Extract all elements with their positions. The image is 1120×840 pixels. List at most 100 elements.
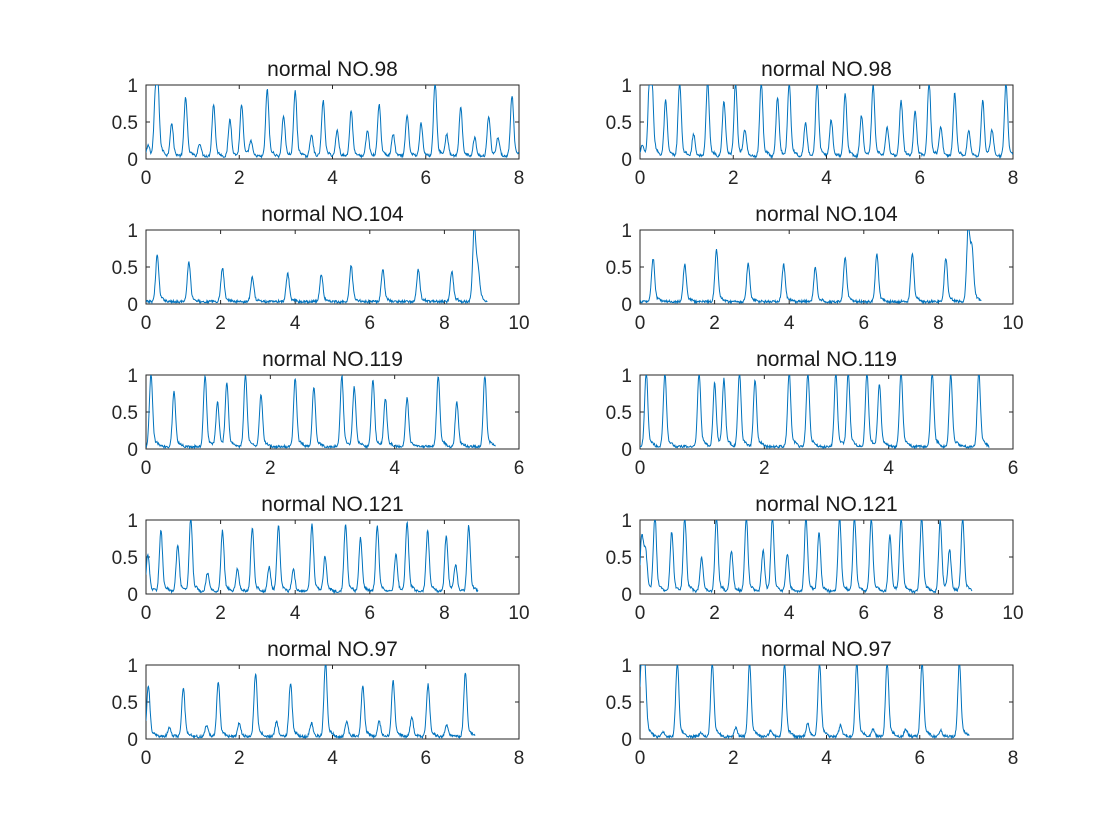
axes-box xyxy=(145,664,520,740)
x-tick-label: 4 xyxy=(821,748,832,769)
y-tick-label: 0.5 xyxy=(112,258,138,279)
axes-box xyxy=(639,229,1014,305)
x-tick-label: 6 xyxy=(1008,458,1019,479)
y-tick-label: 0 xyxy=(127,585,138,606)
y-tick-label: 0.5 xyxy=(112,113,138,134)
x-tick-label: 4 xyxy=(327,168,338,189)
x-tick-label: 6 xyxy=(420,748,431,769)
x-tick-label: 0 xyxy=(635,168,646,189)
x-tick-label: 10 xyxy=(1002,603,1023,624)
y-tick-label: 0 xyxy=(621,730,632,751)
x-tick-label: 10 xyxy=(508,313,529,334)
x-tick-label: 8 xyxy=(1008,748,1019,769)
y-tick-label: 0.5 xyxy=(112,548,138,569)
y-tick-label: 1 xyxy=(621,221,632,242)
y-tick-label: 0 xyxy=(621,585,632,606)
y-tick-label: 0.5 xyxy=(606,548,632,569)
x-tick-label: 2 xyxy=(709,603,720,624)
x-tick-label: 8 xyxy=(439,603,450,624)
x-tick-label: 6 xyxy=(514,458,525,479)
subplot-title: normal NO.121 xyxy=(755,493,897,516)
x-tick-label: 0 xyxy=(141,313,152,334)
axes-box xyxy=(145,84,520,160)
subplot-title: normal NO.104 xyxy=(261,203,404,226)
y-tick-label: 0 xyxy=(127,295,138,316)
x-tick-label: 0 xyxy=(141,748,152,769)
y-tick-label: 0 xyxy=(127,730,138,751)
x-tick-label: 0 xyxy=(141,603,152,624)
x-tick-label: 4 xyxy=(327,748,338,769)
subplot-2: normal NO.98 0 2 4 6 8 0 0.5 1 xyxy=(606,58,1019,189)
x-tick-label: 2 xyxy=(234,168,245,189)
x-tick-label: 6 xyxy=(365,313,376,334)
x-tick-label: 6 xyxy=(859,603,870,624)
signal-line xyxy=(146,375,496,449)
x-tick-label: 2 xyxy=(215,313,226,334)
axes-box xyxy=(145,229,520,305)
x-tick-label: 2 xyxy=(728,168,739,189)
y-tick-label: 1 xyxy=(621,511,632,532)
subplot-7: normal NO.121 0 2 4 6 8 10 0 0.5 1 xyxy=(112,493,530,624)
x-tick-label: 4 xyxy=(883,458,894,479)
axes-box xyxy=(639,84,1014,160)
x-tick-label: 0 xyxy=(141,458,152,479)
x-tick-label: 6 xyxy=(365,603,376,624)
axes-box xyxy=(145,519,520,595)
x-tick-label: 2 xyxy=(759,458,770,479)
subplot-5: normal NO.119 0 2 4 6 0 0.5 1 xyxy=(112,348,525,479)
x-tick-label: 8 xyxy=(514,168,525,189)
subplot-title: normal NO.98 xyxy=(761,58,892,81)
y-tick-label: 0.5 xyxy=(112,693,138,714)
signal-line xyxy=(146,230,488,304)
subplot-4: normal NO.104 0 2 4 6 8 10 0 0.5 1 xyxy=(606,203,1024,334)
x-tick-label: 2 xyxy=(709,313,720,334)
y-tick-label: 0 xyxy=(621,150,632,171)
subplot-title: normal NO.121 xyxy=(261,493,403,516)
y-tick-label: 0.5 xyxy=(606,403,632,424)
y-tick-label: 0.5 xyxy=(606,693,632,714)
y-tick-label: 0 xyxy=(127,440,138,461)
signal-line xyxy=(640,85,1013,159)
y-tick-label: 1 xyxy=(621,656,632,677)
y-tick-label: 0 xyxy=(127,150,138,171)
subplot-6: normal NO.119 0 2 4 6 0 0.5 1 xyxy=(606,348,1019,479)
x-tick-label: 8 xyxy=(933,313,944,334)
x-tick-label: 2 xyxy=(215,603,226,624)
signal-line xyxy=(146,520,479,594)
signal-line xyxy=(146,85,519,159)
x-tick-label: 4 xyxy=(821,168,832,189)
x-tick-label: 2 xyxy=(728,748,739,769)
x-tick-label: 10 xyxy=(1002,313,1023,334)
subplot-8: normal NO.121 0 2 4 6 8 10 0 0.5 1 xyxy=(606,493,1024,624)
y-tick-label: 1 xyxy=(621,76,632,97)
y-tick-label: 1 xyxy=(127,511,138,532)
x-tick-label: 4 xyxy=(290,313,301,334)
x-tick-label: 0 xyxy=(635,458,646,479)
y-tick-label: 0.5 xyxy=(606,113,632,134)
x-tick-label: 8 xyxy=(514,748,525,769)
axes-box xyxy=(639,519,1014,595)
axes-box xyxy=(639,664,1014,740)
signal-line xyxy=(640,375,990,449)
x-tick-label: 4 xyxy=(784,603,795,624)
x-tick-label: 4 xyxy=(290,603,301,624)
x-tick-label: 0 xyxy=(635,748,646,769)
subplot-10: normal NO.97 0 2 4 6 8 0 0.5 1 xyxy=(606,638,1019,769)
y-tick-label: 0 xyxy=(621,440,632,461)
signal-line xyxy=(640,230,982,304)
y-tick-label: 1 xyxy=(127,366,138,387)
x-tick-label: 6 xyxy=(914,748,925,769)
x-tick-label: 8 xyxy=(933,603,944,624)
x-tick-label: 4 xyxy=(784,313,795,334)
y-tick-label: 0 xyxy=(621,295,632,316)
x-tick-label: 2 xyxy=(234,748,245,769)
y-tick-label: 0.5 xyxy=(606,258,632,279)
x-tick-label: 10 xyxy=(508,603,529,624)
x-tick-label: 4 xyxy=(389,458,400,479)
signal-line xyxy=(640,520,973,594)
x-tick-label: 0 xyxy=(635,603,646,624)
subplot-title: normal NO.119 xyxy=(756,348,897,371)
y-tick-label: 1 xyxy=(127,76,138,97)
x-tick-label: 2 xyxy=(265,458,276,479)
